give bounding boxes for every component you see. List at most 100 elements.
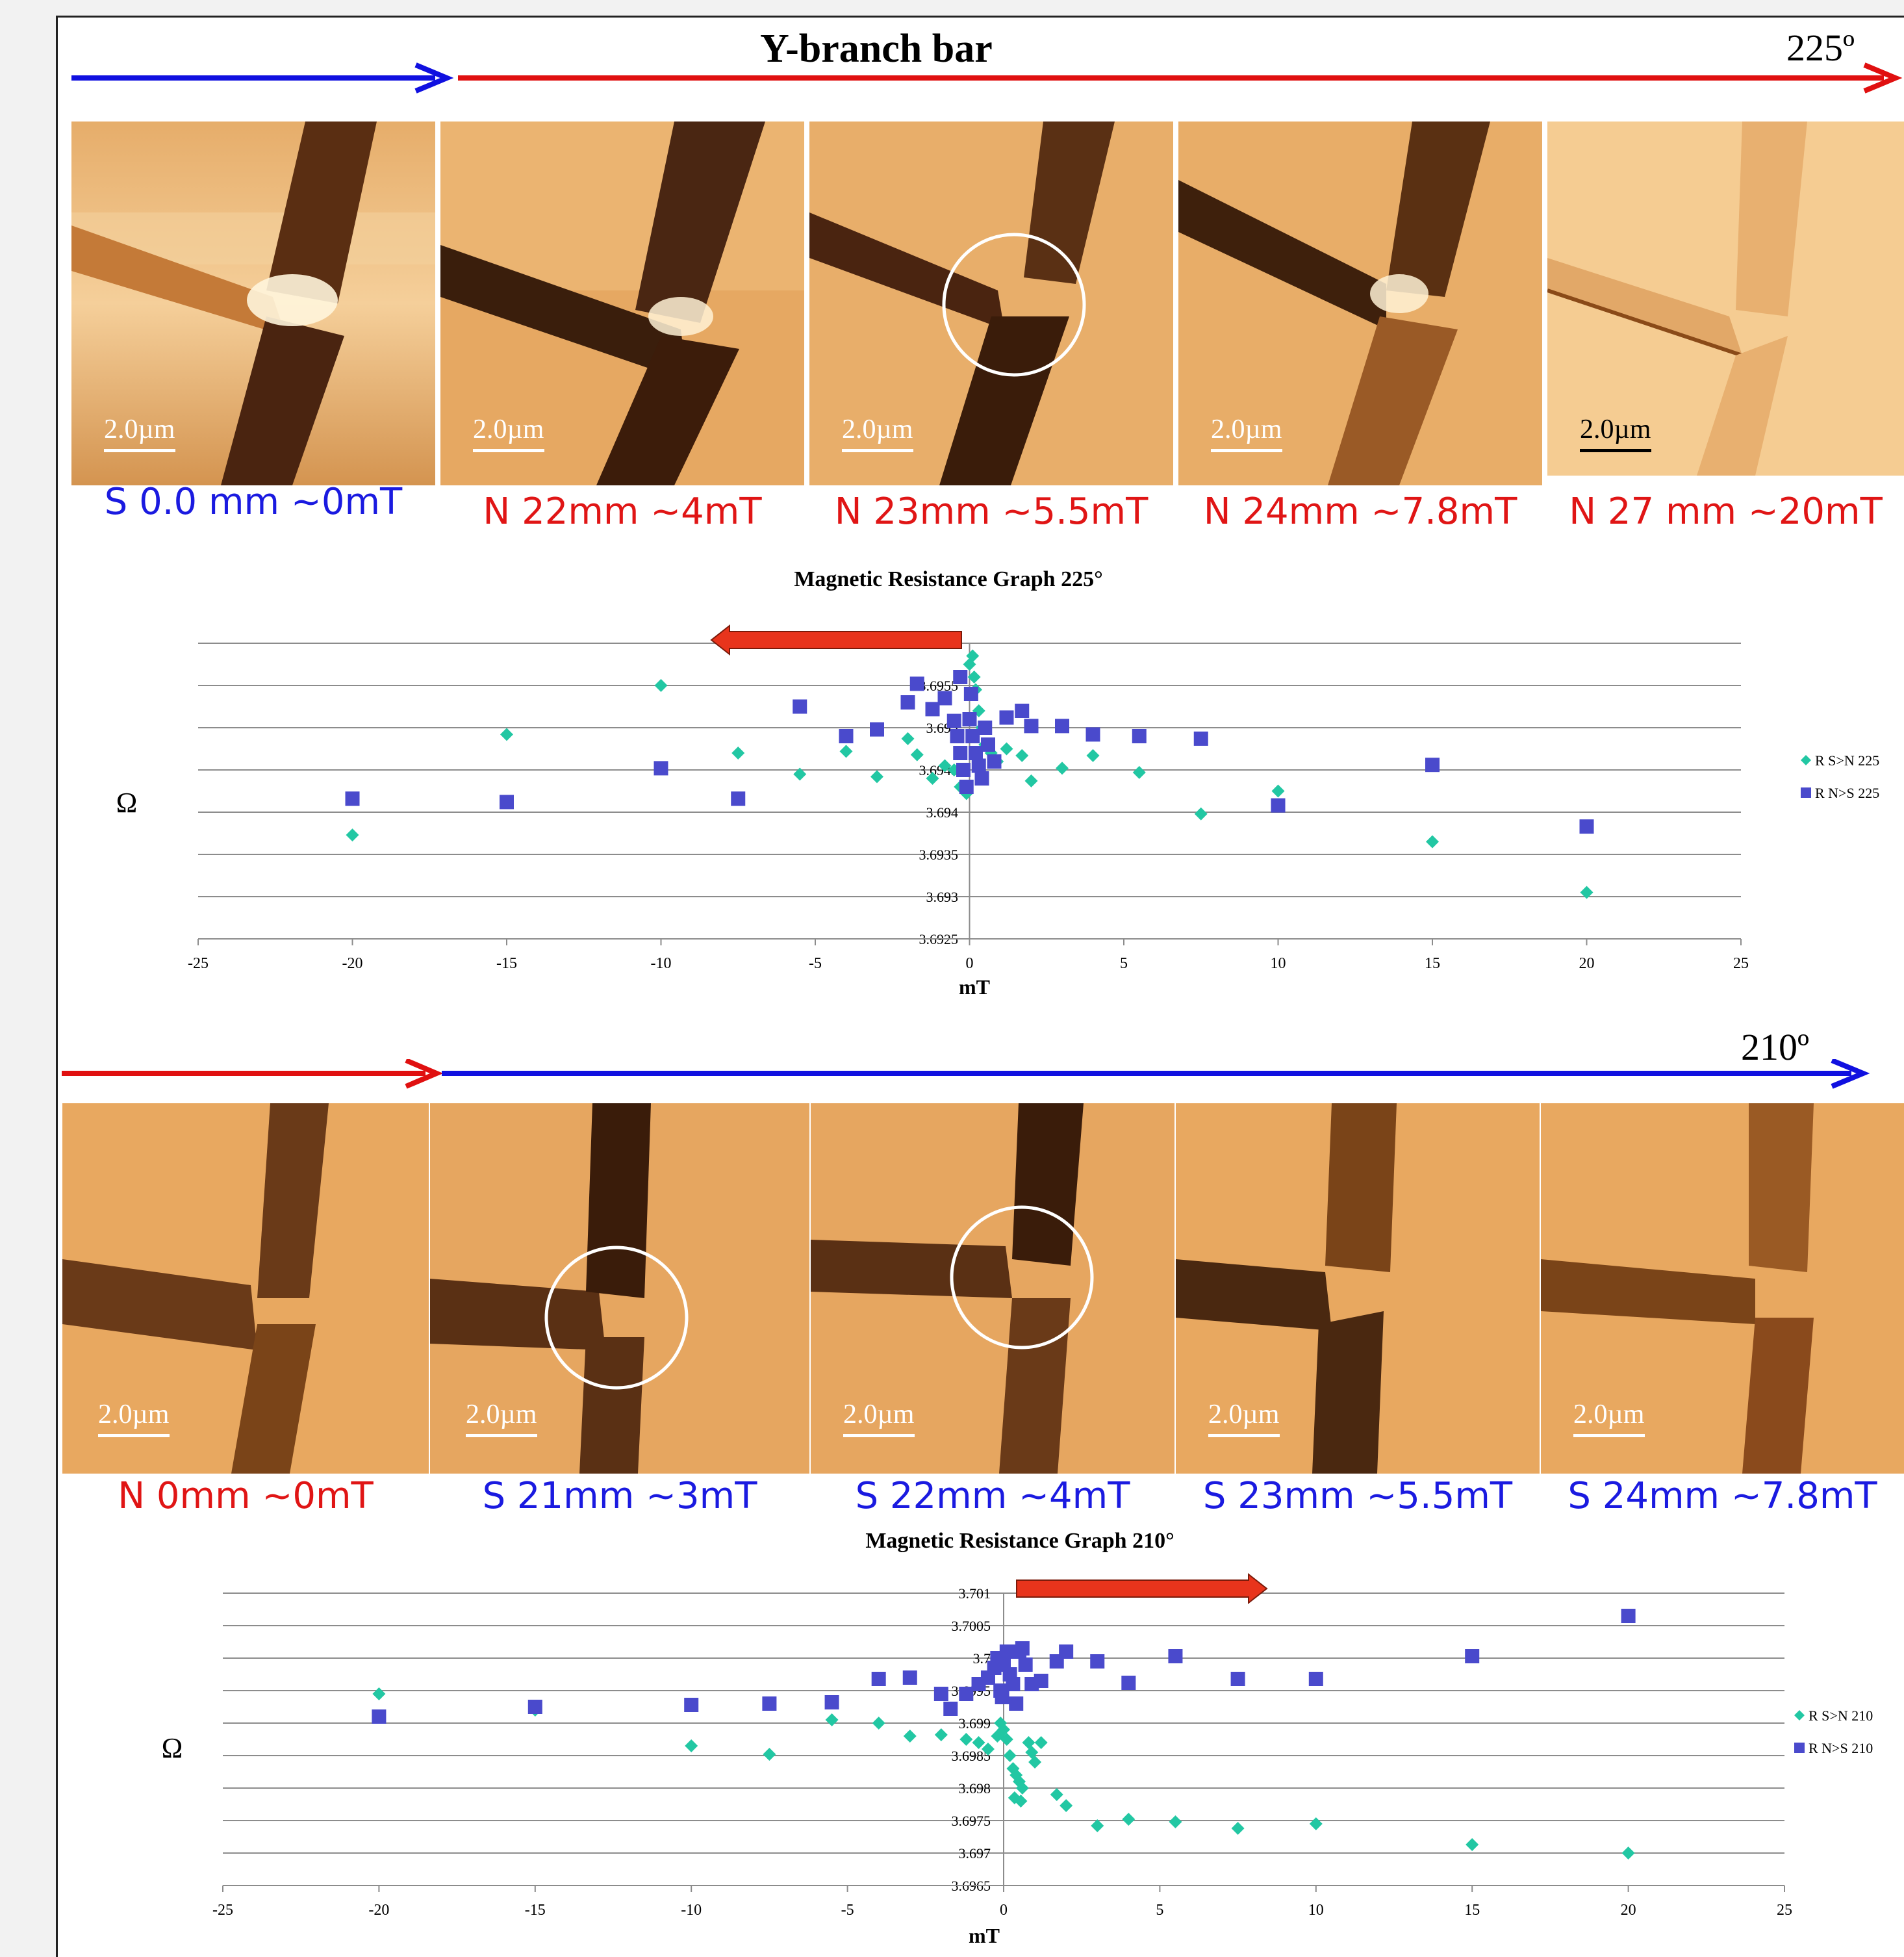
- mfm-image-top-1: 2.0µm: [71, 122, 435, 485]
- data-point-diamond: [685, 1739, 698, 1752]
- data-point-square: [1085, 727, 1100, 742]
- x-tick-label: -5: [809, 955, 822, 972]
- legend-label: R S>N 210: [1809, 1708, 1873, 1724]
- x-tick-label: -15: [496, 955, 517, 972]
- x-tick-label: 5: [1156, 1902, 1163, 1919]
- data-point-square: [1059, 1644, 1074, 1659]
- data-point-diamond: [1309, 1817, 1323, 1830]
- mfm-image-bottom-1: 2.0µm: [62, 1103, 429, 1474]
- data-point-diamond: [839, 745, 853, 758]
- data-point-diamond: [997, 1723, 1010, 1736]
- data-point-square: [974, 771, 989, 786]
- x-tick-label: -25: [188, 955, 209, 972]
- x-tick-label: 15: [1464, 1902, 1480, 1919]
- data-point-diamond: [1086, 748, 1100, 762]
- legend-marker: [1794, 1743, 1805, 1753]
- data-point-square: [1015, 704, 1030, 718]
- data-point-square: [1193, 731, 1208, 746]
- scale-label: 2.0µm: [843, 1400, 915, 1429]
- mfm-scan: [1541, 1103, 1904, 1474]
- data-point-square: [762, 1696, 777, 1711]
- data-point-square: [1090, 1654, 1105, 1669]
- direction-arrow: [1016, 1572, 1268, 1605]
- scale-bar: 2.0µm: [843, 1399, 915, 1437]
- caption-bottom-4: S 23mm ~5.5mT: [1202, 1475, 1513, 1517]
- data-point-square: [527, 1700, 542, 1714]
- data-point-diamond: [1014, 1795, 1028, 1808]
- x-tick-label: 20: [1621, 1902, 1636, 1919]
- x-tick-label: -10: [681, 1902, 702, 1919]
- x-tick-label: -5: [841, 1902, 854, 1919]
- data-point-square: [999, 710, 1014, 725]
- data-point-diamond: [1580, 886, 1593, 899]
- scale-bar: 2.0µm: [98, 1399, 170, 1437]
- data-point-diamond: [1015, 748, 1029, 762]
- mfm-image-bottom-2: 2.0µm: [430, 1103, 809, 1474]
- top-blue-arrow-head: [414, 62, 454, 94]
- data-point-square: [925, 702, 940, 717]
- data-point-square: [981, 737, 995, 752]
- data-point-square: [1271, 798, 1286, 813]
- data-point-square: [1132, 729, 1147, 743]
- top-direction-arrows: [71, 62, 1903, 94]
- scale-label: 2.0µm: [1573, 1400, 1645, 1429]
- caption-top-1: S 0.0 mm ~0mT: [104, 481, 403, 523]
- x-tick-label: -15: [525, 1902, 546, 1919]
- mfm-image-top-5: 2.0µm: [1547, 122, 1904, 476]
- data-point-diamond: [1271, 784, 1285, 798]
- data-point-square: [1015, 1641, 1030, 1656]
- mfm-scan: [1178, 122, 1542, 485]
- direction-arrow: [710, 624, 962, 656]
- x-tick-label: 0: [1000, 1902, 1008, 1919]
- data-point-square: [959, 780, 974, 794]
- data-point-diamond: [959, 1733, 973, 1746]
- data-point-diamond: [926, 772, 939, 785]
- y-axis-label: Ω: [116, 787, 138, 819]
- caption-top-5: N 27 mm ~20mT: [1569, 491, 1883, 533]
- x-tick-label: 25: [1733, 955, 1749, 972]
- data-point-square: [345, 791, 360, 806]
- data-point-diamond: [500, 728, 513, 741]
- data-point-square: [987, 754, 1002, 769]
- data-point-square: [1018, 1657, 1033, 1672]
- scale-bar: 2.0µm: [466, 1399, 537, 1437]
- data-point-diamond: [763, 1748, 776, 1761]
- mfm-scan: [811, 1103, 1174, 1474]
- data-point-square: [654, 761, 668, 776]
- data-point-diamond: [972, 1736, 985, 1749]
- mfm-scan: [1547, 122, 1904, 476]
- data-point-diamond: [1022, 1736, 1035, 1749]
- mfm-image-top-4: 2.0µm: [1178, 122, 1542, 485]
- scale-bar: 2.0µm: [1211, 414, 1282, 452]
- data-point-square: [1579, 819, 1594, 834]
- x-tick-label: 10: [1271, 955, 1286, 972]
- data-point-diamond: [1426, 835, 1439, 849]
- x-axis-label: mT: [969, 1924, 1000, 1947]
- data-point-square: [824, 1695, 839, 1709]
- data-point-square: [1055, 719, 1069, 734]
- mfm-scan: [440, 122, 804, 485]
- caption-top-3: N 23mm ~5.5mT: [834, 491, 1149, 533]
- data-point-square: [937, 691, 952, 706]
- highlight-circle: [544, 1246, 689, 1390]
- mfm-scan: [1176, 1103, 1540, 1474]
- caption-bottom-5: S 24mm ~7.8mT: [1568, 1475, 1877, 1517]
- x-axis-label: mT: [959, 975, 990, 999]
- x-tick-label: 0: [966, 955, 974, 972]
- data-point-square: [953, 670, 968, 684]
- scale-bar: 2.0µm: [1573, 1399, 1645, 1437]
- x-tick-label: -10: [651, 955, 672, 972]
- x-tick-label: 15: [1425, 955, 1440, 972]
- mfm-scan: [430, 1103, 809, 1474]
- data-point-diamond: [825, 1713, 839, 1726]
- data-point-square: [1621, 1609, 1636, 1623]
- data-point-square: [902, 1670, 917, 1685]
- scale-label: 2.0µm: [98, 1400, 170, 1429]
- scale-label: 2.0µm: [104, 415, 175, 444]
- data-point-square: [946, 713, 961, 728]
- y-tick-label: 3.7005: [952, 1618, 991, 1634]
- data-point-diamond: [966, 649, 980, 663]
- data-point-square: [953, 746, 968, 760]
- caption-bottom-1: N 0mm ~0mT: [118, 1475, 374, 1517]
- scale-label: 2.0µm: [1211, 415, 1282, 444]
